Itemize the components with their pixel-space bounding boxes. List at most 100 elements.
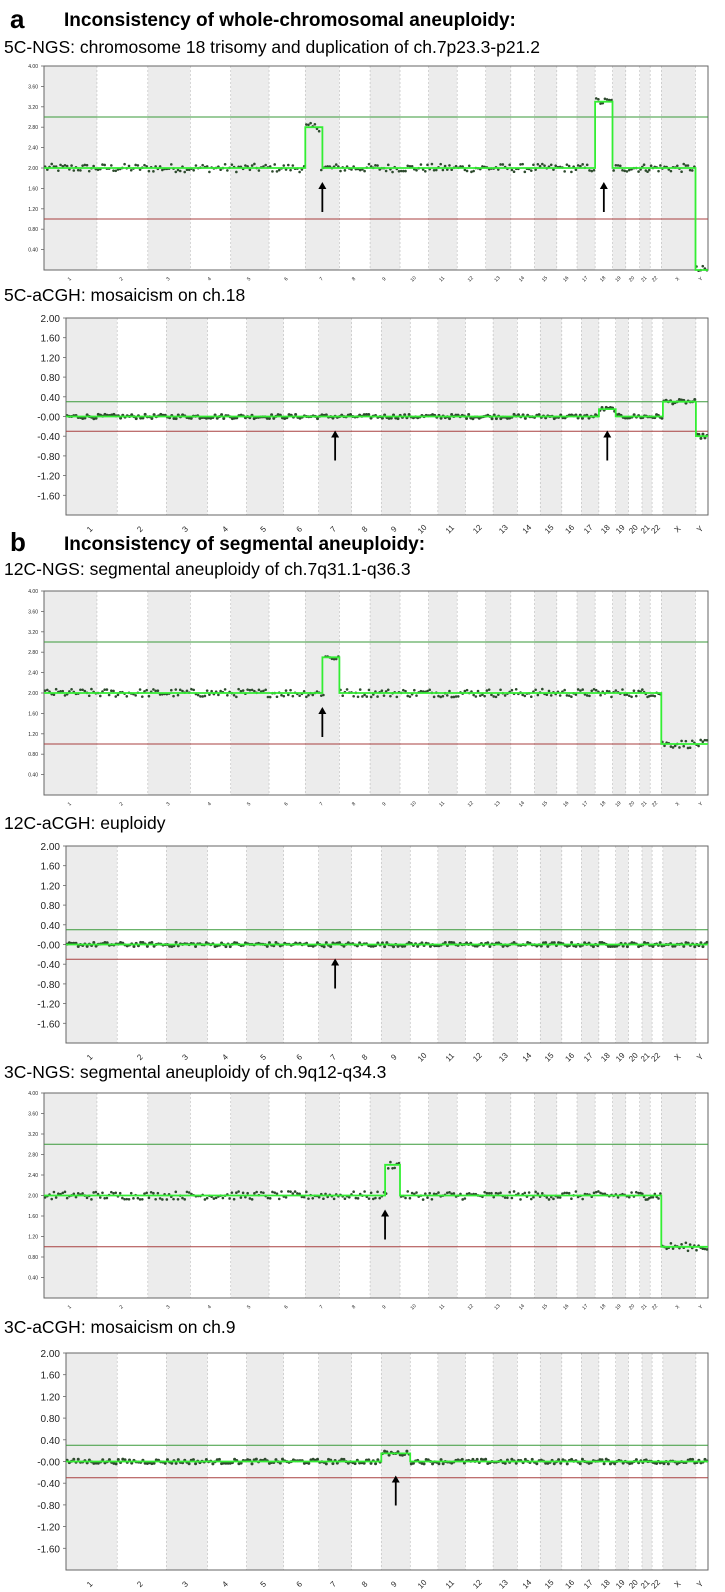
copy-number-point	[467, 164, 471, 168]
copy-number-point	[354, 1196, 358, 1200]
copy-number-point	[376, 1190, 379, 1194]
copy-number-point	[369, 695, 373, 699]
chart-6-title: 3C-aCGH: mosaicism on ch.9	[4, 1317, 236, 1337]
x-tick-label: 4	[220, 1052, 230, 1062]
copy-number-point	[152, 170, 155, 173]
y-tick-label: -1.60	[37, 1544, 60, 1555]
copy-number-point	[224, 945, 228, 949]
copy-number-point	[684, 164, 688, 167]
copy-number-point	[289, 1190, 292, 1193]
copy-number-point	[271, 1190, 274, 1194]
copy-number-point	[221, 1196, 225, 1200]
arrow-head	[331, 430, 340, 438]
copy-number-point	[669, 169, 673, 173]
y-tick-label: 0.40	[28, 1276, 38, 1282]
copy-number-point	[405, 1449, 409, 1453]
copy-number-point	[263, 1457, 267, 1461]
copy-number-point	[492, 1195, 496, 1199]
x-tick-label: 10	[410, 1303, 418, 1311]
copy-number-point	[484, 1457, 488, 1461]
chart-5-title: 3C-NGS: segmental aneuploidy of ch.9q12-…	[4, 1062, 387, 1082]
copy-number-point	[280, 693, 283, 697]
annotation-arrow	[331, 958, 340, 989]
copy-number-point	[666, 1462, 670, 1466]
copy-number-point	[187, 1191, 191, 1194]
x-tick-label: 15	[543, 1051, 556, 1064]
copy-number-point	[332, 657, 336, 661]
copy-number-point	[70, 164, 73, 167]
copy-number-point	[110, 1190, 113, 1194]
copy-number-point	[432, 168, 436, 172]
copy-number-point	[445, 694, 449, 697]
copy-number-point	[341, 694, 345, 698]
copy-number-point	[222, 416, 226, 420]
copy-number-point	[552, 1462, 556, 1466]
x-tick-label: 17	[581, 275, 589, 283]
copy-number-point	[286, 693, 290, 697]
copy-number-point	[563, 1191, 566, 1195]
copy-number-point	[581, 688, 584, 691]
copy-number-point	[174, 417, 178, 421]
copy-number-point	[616, 1196, 620, 1199]
x-tick-label: 10	[416, 523, 429, 536]
copy-number-point	[369, 1191, 373, 1195]
copy-number-point	[550, 941, 554, 945]
copy-number-point	[386, 163, 390, 167]
copy-number-point	[419, 163, 423, 166]
chromosome-band	[662, 318, 696, 515]
copy-number-point	[356, 1197, 360, 1200]
copy-number-point	[203, 1198, 207, 1201]
copy-number-point	[201, 695, 204, 698]
copy-number-point	[512, 1190, 516, 1193]
copy-number-point	[630, 1191, 633, 1194]
copy-number-point	[339, 169, 342, 173]
copy-number-point	[445, 168, 449, 171]
copy-number-point	[439, 162, 442, 166]
copy-number-point	[653, 694, 657, 698]
copy-number-point	[599, 693, 602, 697]
copy-number-point	[599, 1191, 602, 1195]
x-tick-label: 8	[360, 1052, 370, 1062]
copy-number-point	[272, 416, 276, 420]
copy-number-point	[517, 1192, 520, 1195]
copy-number-point	[79, 688, 82, 692]
copy-number-point	[415, 1191, 418, 1194]
copy-number-point	[286, 163, 290, 167]
copy-number-point	[563, 170, 566, 173]
copy-number-point	[627, 1195, 631, 1199]
copy-number-point	[448, 1191, 451, 1194]
copy-number-point	[284, 689, 288, 692]
copy-number-point	[138, 688, 142, 691]
copy-number-point	[653, 1192, 657, 1196]
copy-number-point	[226, 694, 229, 697]
copy-number-point	[660, 416, 664, 420]
copy-number-point	[302, 689, 306, 693]
copy-number-point	[503, 694, 507, 697]
copy-number-point	[547, 689, 551, 693]
copy-number-point	[510, 1196, 514, 1200]
copy-number-point	[521, 413, 525, 417]
copy-number-point	[441, 694, 445, 698]
copy-number-point	[612, 169, 615, 172]
copy-number-point	[98, 1196, 102, 1199]
copy-number-point	[178, 688, 182, 692]
x-tick-label: 7	[319, 801, 325, 807]
copy-number-point	[208, 693, 211, 696]
copy-number-point	[503, 1196, 507, 1199]
x-tick-label: 15	[541, 1303, 549, 1311]
copy-number-point	[87, 694, 91, 698]
copy-number-point	[475, 944, 479, 948]
copy-number-point	[437, 1462, 441, 1466]
copy-number-point	[374, 164, 377, 167]
x-tick-label: 21	[640, 275, 648, 283]
copy-number-point	[422, 1462, 426, 1466]
copy-number-point	[404, 1196, 407, 1200]
copy-number-point	[253, 1192, 256, 1195]
copy-number-point	[363, 169, 366, 173]
copy-number-point	[391, 170, 394, 174]
copy-number-point	[345, 688, 349, 691]
copy-number-point	[322, 693, 325, 697]
y-tick-label: 3.20	[28, 105, 38, 111]
copy-number-point	[450, 695, 453, 699]
